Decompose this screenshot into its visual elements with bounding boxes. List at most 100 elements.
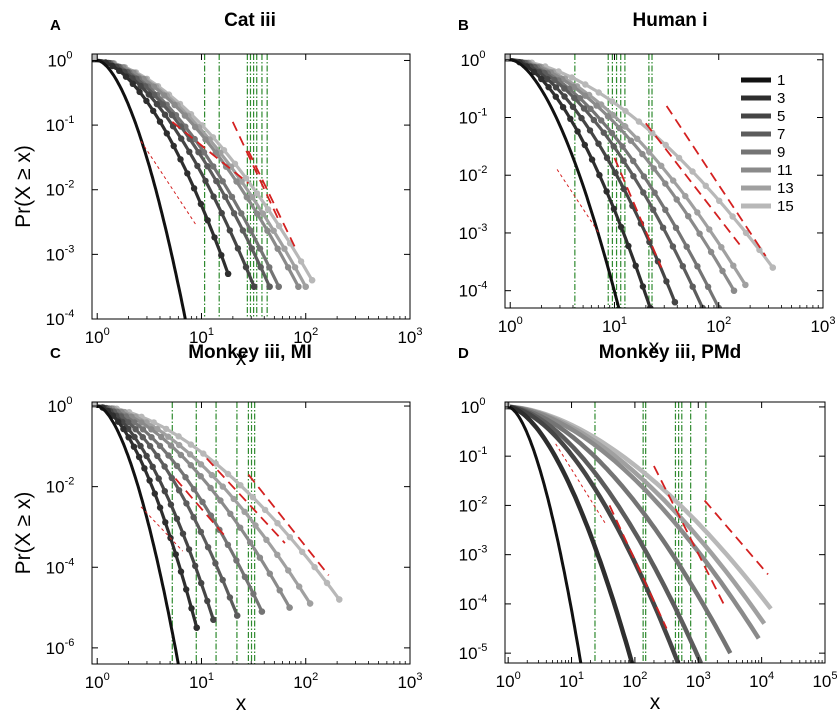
data-point (190, 185, 198, 192)
x-tick-label: 100 (498, 315, 523, 336)
data-point (552, 84, 560, 91)
origin-point (92, 54, 99, 62)
x-tick-label: 101 (189, 671, 214, 692)
series-line-1 (92, 59, 187, 319)
data-point (178, 135, 185, 142)
data-point (226, 594, 234, 601)
data-point (281, 245, 288, 252)
data-point (187, 462, 194, 469)
panel-letter: B (458, 17, 469, 34)
data-point (242, 264, 250, 271)
data-point (167, 501, 175, 508)
data-point (218, 252, 225, 259)
data-point (261, 506, 269, 514)
data-point (295, 283, 302, 290)
data-point (246, 539, 254, 546)
data-point (131, 433, 138, 441)
data-point (210, 163, 217, 170)
y-tick-label: 10-4 (46, 556, 75, 577)
data-point (161, 92, 168, 99)
data-point (651, 189, 658, 196)
data-point (551, 76, 558, 84)
data-point (132, 426, 139, 433)
data-point (249, 494, 256, 501)
data-point (608, 129, 616, 137)
data-point (694, 263, 701, 270)
data-point (270, 227, 277, 234)
data-point (581, 141, 588, 149)
panel-monkey-mi: C Monkey iii, MI 100 101 102 103 100 10-2 10-4 10… (12, 342, 423, 715)
data-point (296, 583, 303, 590)
data-point (545, 84, 552, 91)
data-point (689, 168, 696, 175)
data-point (208, 471, 216, 479)
data-point (159, 101, 167, 108)
data-point (156, 442, 164, 450)
panel-letter: A (50, 17, 61, 34)
data-point (227, 510, 234, 517)
data-point (192, 562, 199, 570)
data-point (578, 114, 585, 122)
power-law-fit (171, 121, 249, 184)
data-point (634, 135, 641, 142)
data-point (188, 605, 195, 612)
data-point (120, 425, 127, 433)
data-point (154, 452, 161, 460)
y-tick-label: 10-3 (459, 544, 488, 565)
power-law-fit (703, 499, 769, 575)
data-point (587, 105, 594, 113)
data-point (291, 264, 299, 271)
data-point (176, 441, 183, 449)
data-point (617, 223, 625, 231)
data-point (596, 171, 603, 179)
x-tick-label: 103 (686, 670, 711, 691)
data-point (658, 162, 665, 169)
data-point (639, 283, 647, 290)
plot-area (505, 402, 825, 663)
series-line-5 (505, 404, 681, 663)
series-line-9 (505, 404, 733, 655)
data-point (569, 103, 577, 111)
data-point (125, 419, 132, 426)
data-point (200, 149, 208, 156)
data-point (610, 111, 617, 119)
data-point (204, 217, 211, 224)
data-point (153, 100, 161, 108)
data-point (212, 149, 219, 156)
data-point (167, 442, 175, 449)
data-point (581, 92, 589, 99)
data-point (640, 173, 648, 180)
data-point (730, 287, 738, 294)
data-point (194, 162, 201, 170)
data-point (675, 154, 683, 162)
data-point (171, 101, 178, 109)
power-law-fit (231, 121, 281, 223)
panel-cat-iii: A Cat iii 100 101 102 103 100 10-1 10-2 10-3 10-4 x… (12, 10, 423, 370)
power-law-fit (247, 150, 297, 249)
data-point (576, 95, 583, 102)
x-axis-label: x (649, 336, 660, 359)
data-point (219, 576, 226, 584)
data-point (252, 522, 259, 529)
data-point (163, 425, 170, 433)
data-point (530, 68, 538, 76)
data-point (608, 98, 616, 105)
data-point (136, 88, 143, 96)
data-point (595, 140, 602, 147)
y-tick-label: 100 (47, 395, 72, 416)
data-point (139, 426, 147, 433)
data-point (109, 62, 116, 70)
data-point (155, 475, 162, 482)
data-point (212, 560, 219, 567)
data-point (620, 185, 628, 193)
data-point (663, 278, 670, 285)
series-line-3 (505, 404, 635, 663)
x-tick-label: 101 (559, 670, 584, 691)
data-point (238, 178, 245, 185)
data-point (593, 102, 600, 109)
data-point (204, 597, 211, 605)
data-point (183, 500, 190, 507)
data-point (163, 130, 170, 137)
data-point (250, 283, 258, 290)
data-point (219, 483, 226, 490)
